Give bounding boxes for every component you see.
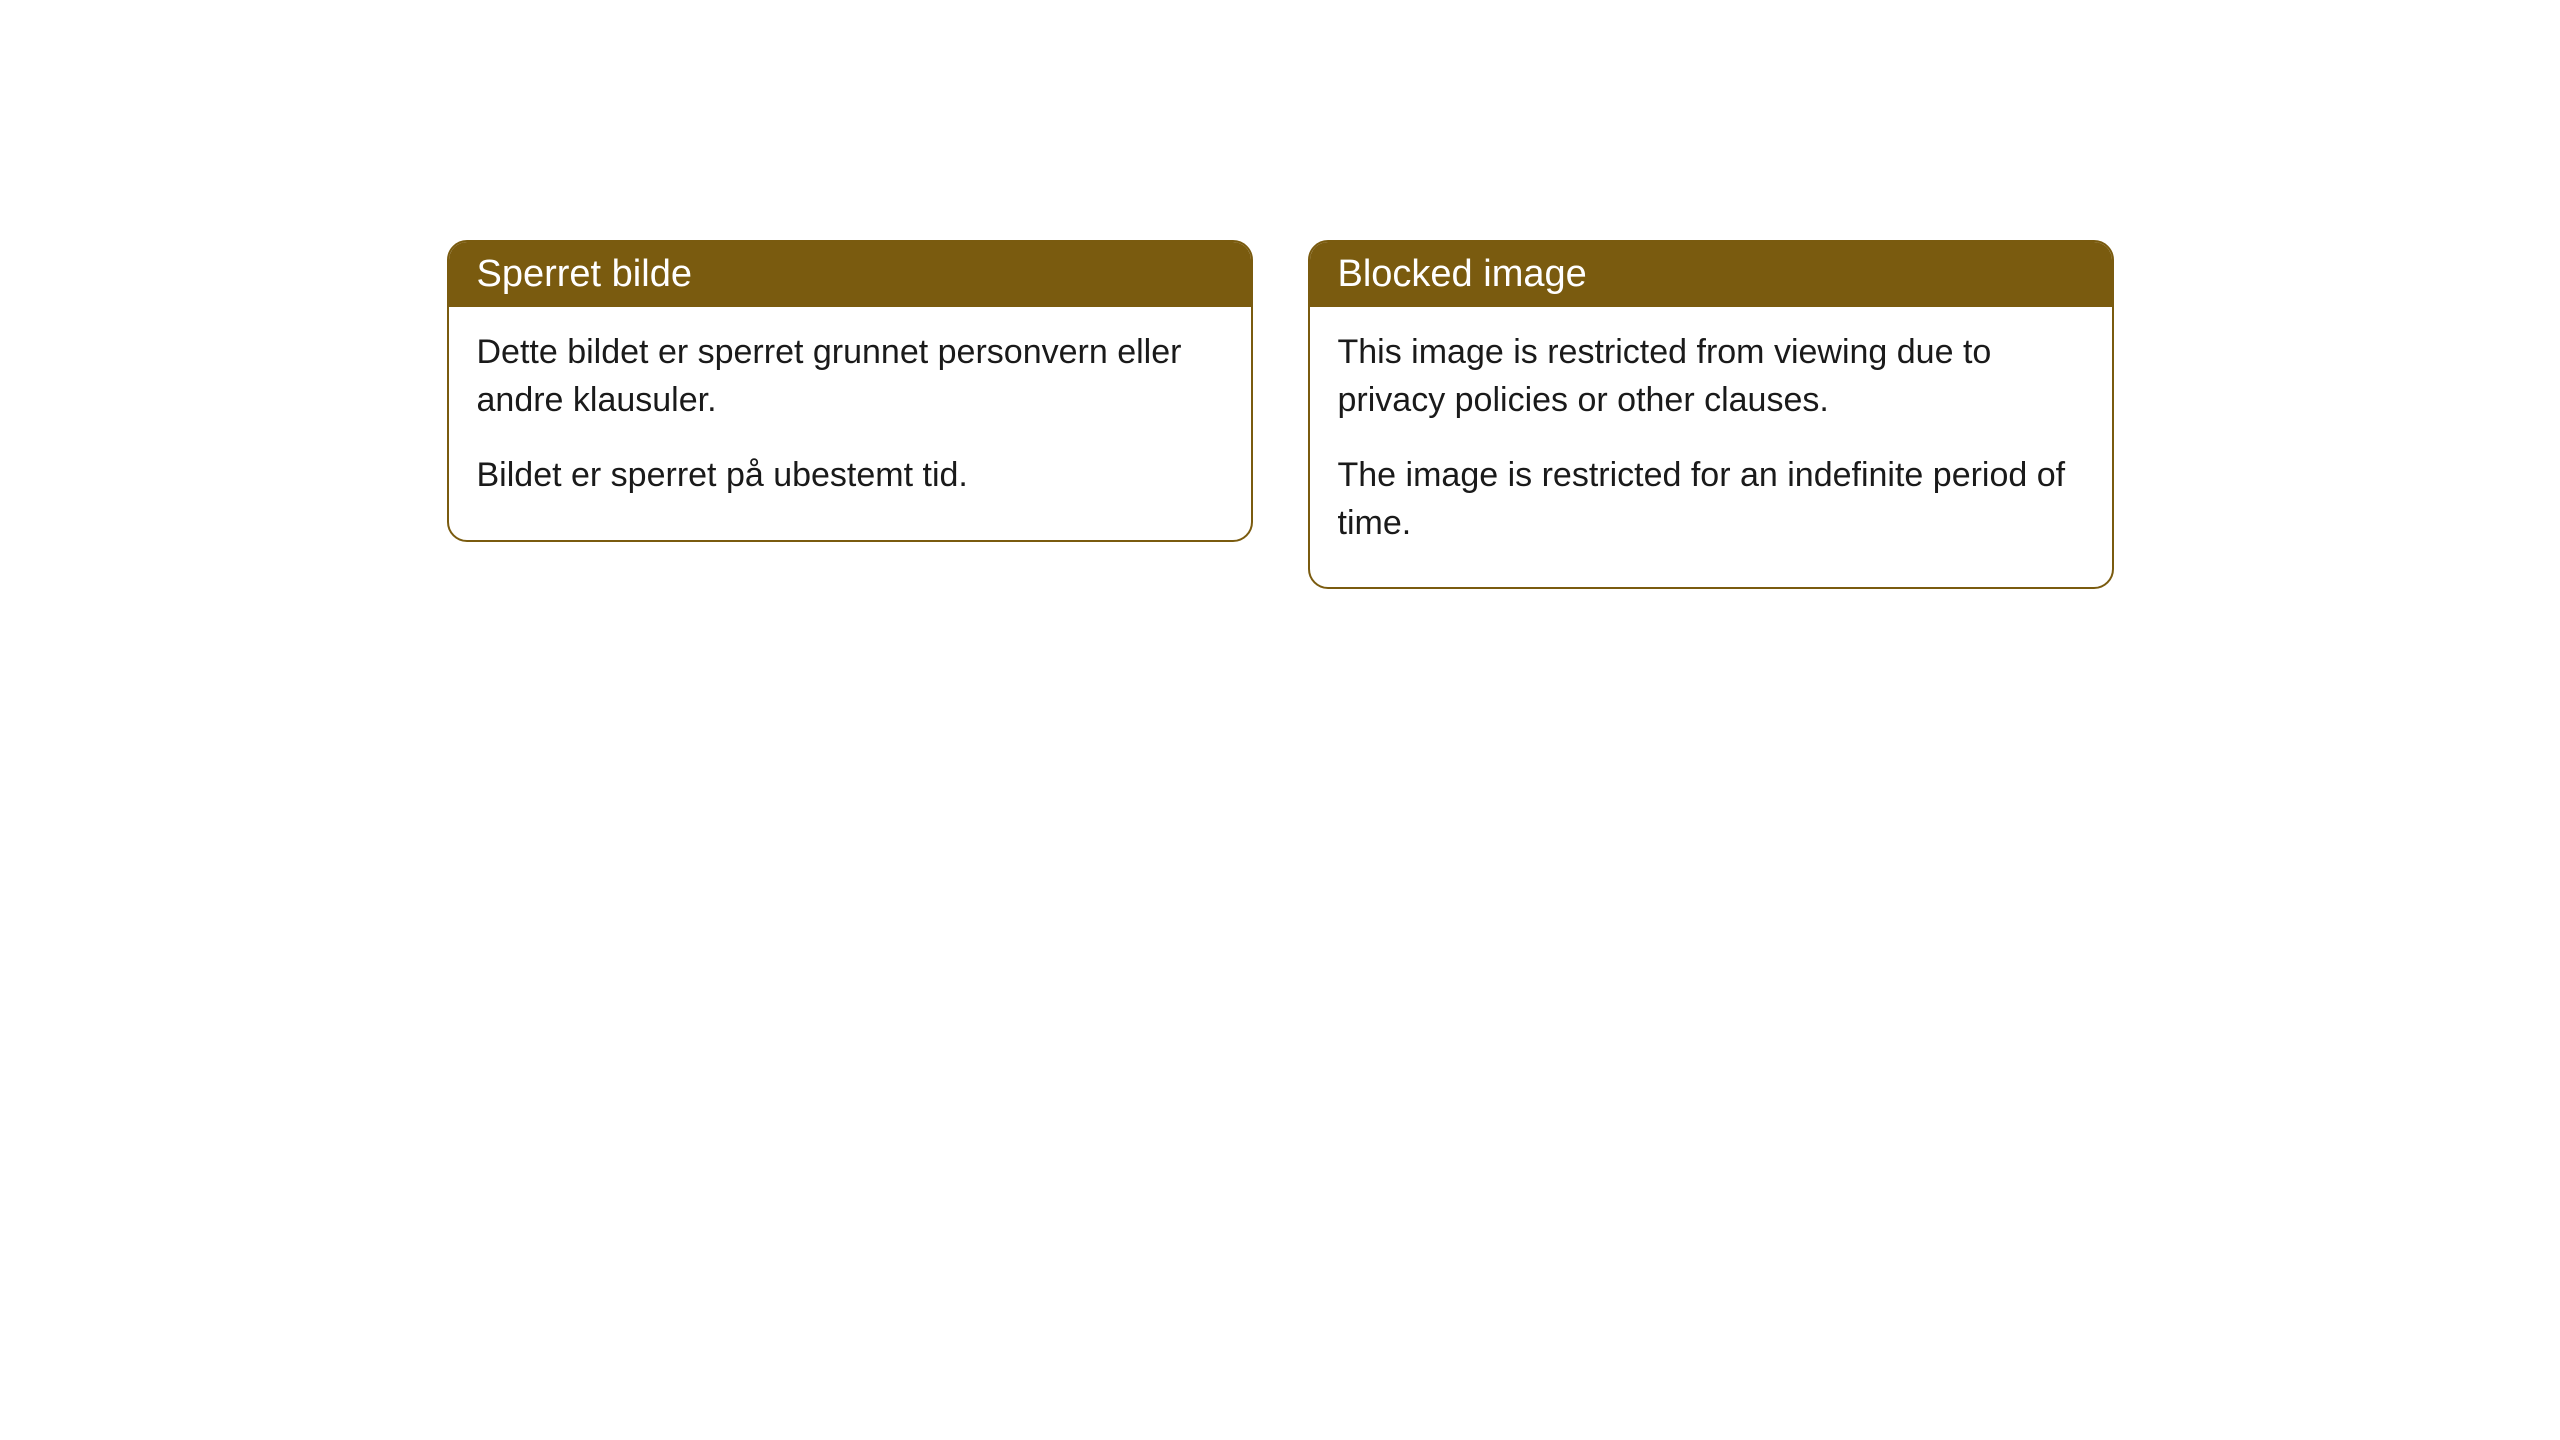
card-body-english: This image is restricted from viewing du… (1310, 307, 2112, 587)
card-paragraph-1-english: This image is restricted from viewing du… (1338, 329, 2084, 424)
card-norwegian: Sperret bilde Dette bildet er sperret gr… (447, 240, 1253, 542)
card-english: Blocked image This image is restricted f… (1308, 240, 2114, 589)
card-paragraph-1-norwegian: Dette bildet er sperret grunnet personve… (477, 329, 1223, 424)
card-body-norwegian: Dette bildet er sperret grunnet personve… (449, 307, 1251, 540)
card-header-english: Blocked image (1310, 242, 2112, 307)
card-paragraph-2-norwegian: Bildet er sperret på ubestemt tid. (477, 452, 1223, 500)
card-title-norwegian: Sperret bilde (477, 253, 692, 295)
card-title-english: Blocked image (1338, 253, 1587, 295)
card-header-norwegian: Sperret bilde (449, 242, 1251, 307)
card-paragraph-2-english: The image is restricted for an indefinit… (1338, 452, 2084, 547)
cards-container: Sperret bilde Dette bildet er sperret gr… (447, 240, 2114, 1440)
